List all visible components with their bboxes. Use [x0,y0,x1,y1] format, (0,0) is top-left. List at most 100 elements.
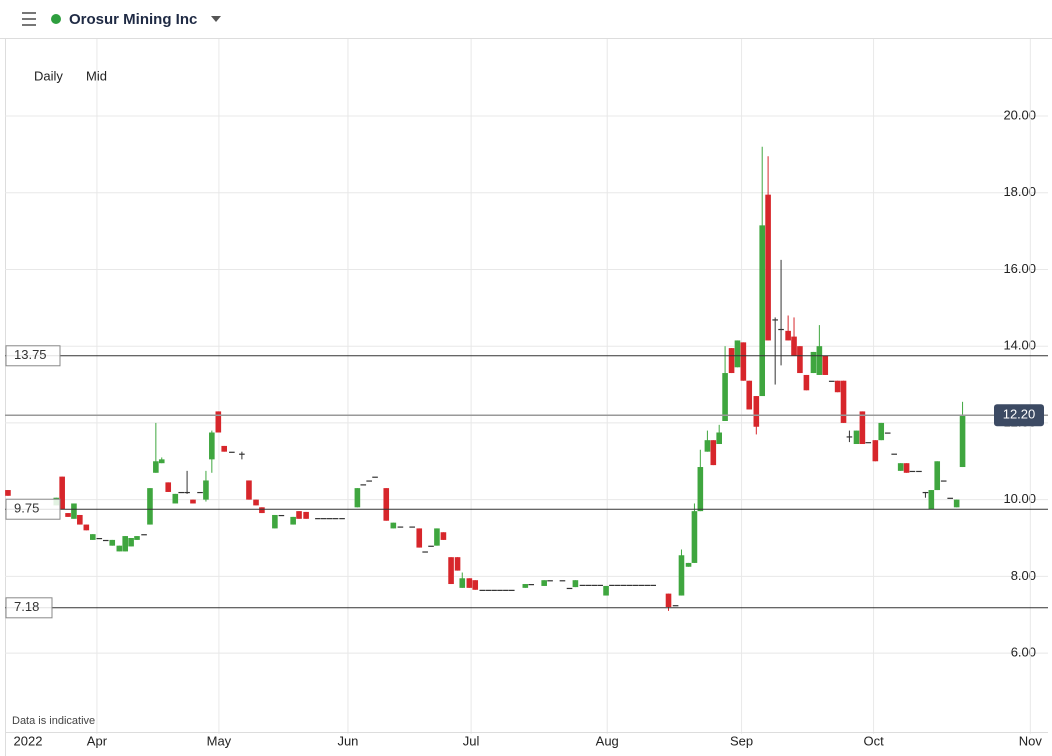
candle-body [959,415,966,468]
x-tick-label: May [207,733,232,748]
instrument-title[interactable]: Orosur Mining Inc [69,11,197,28]
candle-body [922,491,929,494]
candle-body [872,440,879,462]
candle-body [203,480,209,500]
candle-body [372,476,378,478]
candle-body [190,499,196,504]
candle-body [383,488,390,521]
candle-body [828,380,835,382]
candle-body [903,463,910,473]
candle-body [579,584,586,586]
candle-body [272,514,278,529]
candle-body [102,539,109,542]
candle-body [128,537,134,547]
candle-body [803,374,810,391]
candle-body [685,562,692,567]
dropdown-caret[interactable] [211,16,221,22]
candle-body [246,480,252,500]
plot: 6.008.0010.0012.0014.0016.0018.0020.0020… [5,39,1048,748]
candle-body [891,453,898,455]
candle-body [572,580,579,588]
candle-body [765,194,771,341]
x-tick-label: Nov [1019,733,1043,748]
candle-body [184,491,190,494]
x-tick-label: Oct [863,733,884,748]
candle-body [354,488,361,508]
y-tick-label: 16.00 [1003,261,1036,276]
candle-body [65,513,71,517]
candle-body [678,555,685,596]
candle-body [339,518,345,520]
candle-body [459,578,466,588]
candle-body [71,503,77,519]
candle-body [772,319,778,321]
candle-body [672,605,679,607]
candle-body [440,532,447,540]
candle-body [591,584,598,586]
candle-body [615,584,621,586]
x-tick-label: Aug [596,733,619,748]
candle-body [90,534,96,540]
candle-body [239,453,245,455]
candle-body [884,432,891,434]
candle-body [810,351,817,374]
candle-body [296,511,302,519]
candle-body [947,497,953,499]
candle-body [846,436,853,438]
status-dot [51,14,61,24]
candle-body [303,511,309,519]
candle-body [109,539,116,546]
candle-body [940,480,947,482]
candle-body [466,578,473,588]
candle-body [397,526,404,528]
candle-body [96,537,103,540]
candle-body [859,411,866,445]
candle-body [390,522,397,529]
candle-body [740,342,747,381]
candle-body [638,584,645,586]
candle-body [259,507,265,514]
candle-body [710,440,717,466]
menu-icon[interactable] [22,12,36,26]
candle-body [566,587,573,590]
interval-button[interactable]: Daily [34,68,63,83]
candle-body [547,580,553,582]
y-tick-label: 18.00 [1003,184,1036,199]
candle-body [428,545,434,547]
candle-body [158,459,165,464]
candle-body [541,580,547,586]
candle-body [816,346,823,375]
y-tick-label: 6.00 [1011,645,1036,660]
candle-body [785,330,791,341]
candle-body [416,528,423,548]
candle-body [585,584,592,586]
candle-body [865,442,872,444]
candle-body [603,585,609,596]
candle-body [326,518,333,520]
x-tick-label: Jun [337,733,358,748]
level-label: 9.75 [14,501,39,516]
candle-body [734,340,741,368]
candle-body [366,480,372,482]
candle-body [928,490,935,510]
candle-body [934,461,941,491]
candle-body [878,422,885,441]
candle-body [83,524,90,531]
level-label: 7.18 [14,599,39,614]
level-label: 13.75 [14,347,47,362]
candle-body [278,514,285,517]
candle-body [697,467,704,512]
candle-body [454,557,461,571]
candle-body [840,380,847,423]
y-tick-label: 20.00 [1003,107,1036,122]
candle-body [716,432,722,445]
candle-body [409,526,415,528]
candle-body [253,499,259,506]
candle-body [147,488,153,525]
candle-body [909,470,916,473]
candle-body [797,346,803,374]
candle-body [290,516,296,525]
candle-body [134,536,140,540]
candle-body [822,355,829,375]
